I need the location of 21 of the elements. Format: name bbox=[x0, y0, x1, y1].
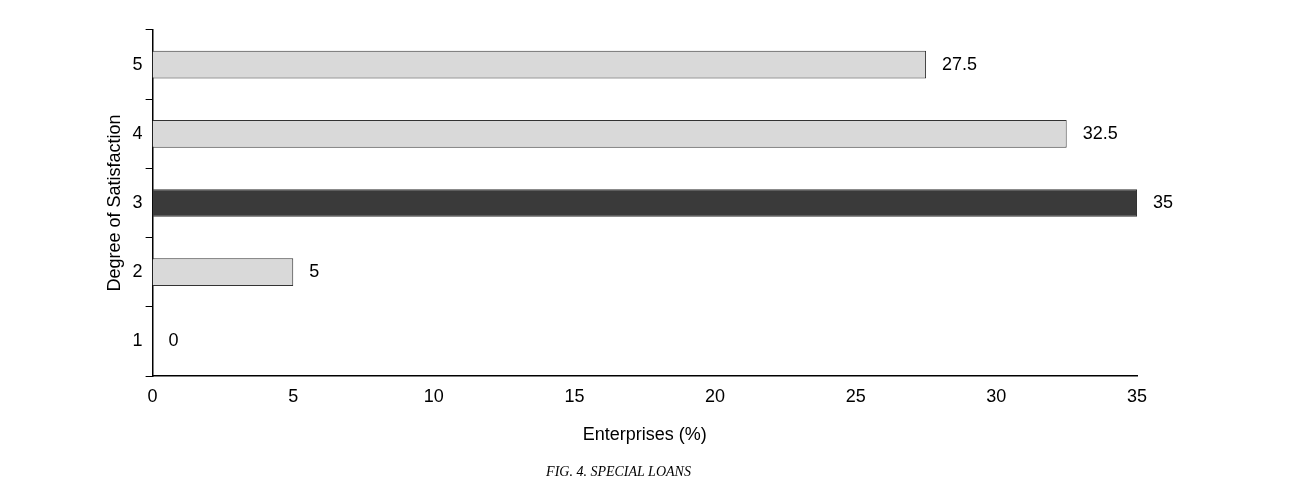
caption: FIG. 4. SPECIAL LOANS bbox=[545, 464, 691, 480]
x-tick-label: 30 bbox=[986, 385, 1007, 406]
data-label: 27.5 bbox=[942, 53, 978, 74]
x-tick-label: 10 bbox=[423, 385, 444, 406]
x-tick-label: 0 bbox=[147, 385, 158, 406]
data-label: 5 bbox=[309, 261, 320, 282]
y-axis-title: Degree of Satisfaction bbox=[103, 114, 124, 292]
x-tick-label: 35 bbox=[1126, 385, 1148, 406]
y-tick-label: 3 bbox=[132, 191, 143, 212]
x-axis-title: Enterprises (%) bbox=[582, 424, 707, 445]
y-tick-label: 1 bbox=[132, 330, 143, 351]
x-tick-label: 5 bbox=[288, 385, 299, 406]
y-tick-label: 2 bbox=[132, 261, 143, 282]
x-tick-label: 20 bbox=[705, 385, 726, 406]
x-tick-label: 25 bbox=[845, 385, 866, 406]
y-tick-label: 4 bbox=[132, 122, 143, 143]
x-tick-label: 15 bbox=[564, 385, 585, 406]
y-tick-label: 5 bbox=[132, 53, 143, 74]
data-label: 0 bbox=[168, 330, 179, 351]
data-label: 32.5 bbox=[1082, 122, 1118, 143]
data-label: 35 bbox=[1153, 191, 1174, 212]
